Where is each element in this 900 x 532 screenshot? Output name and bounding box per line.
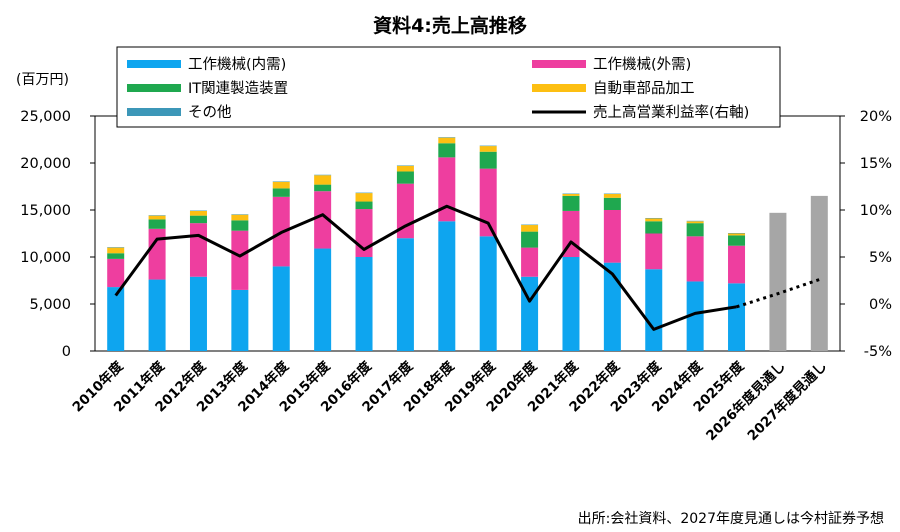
y-axis-unit-label: (百万円) xyxy=(16,72,69,88)
y-tick-label: 5,000 xyxy=(29,297,71,313)
bar-segment-series-0 xyxy=(728,283,746,351)
legend-swatch xyxy=(127,60,181,68)
bar-segment-series-3 xyxy=(396,165,414,172)
left-axis: 0 5,000 10,000 15,000 20,000 25,000 xyxy=(20,109,95,360)
legend-swatch xyxy=(532,60,586,68)
chart-title: 資料4:売上高推移 xyxy=(373,14,527,37)
bar-segment-series-2 xyxy=(728,235,746,246)
bar-segment-series-2 xyxy=(355,201,373,210)
margin-line-forecast xyxy=(736,278,820,309)
legend-label: IT関連製造装置 xyxy=(188,80,288,97)
source-note: 出所:会社資料、2027年度見通しは今村証券予想 xyxy=(578,511,884,527)
bar-segment-series-2 xyxy=(438,143,456,158)
bar-segment-series-1 xyxy=(479,168,497,237)
bar-segment-series-1 xyxy=(189,223,207,277)
bar-segment-series-2 xyxy=(231,220,249,231)
legend-swatch xyxy=(127,84,181,92)
bar-segment-series-3 xyxy=(562,194,580,196)
margin-line-actual xyxy=(114,204,737,331)
bar-segment-series-2 xyxy=(148,219,166,229)
bar-segment-series-0 xyxy=(438,221,456,351)
bar-segment-series-3 xyxy=(686,221,704,224)
bar-segment-series-0 xyxy=(686,281,704,351)
bar-segment-series-2 xyxy=(107,253,125,259)
legend-label: 自動車部品加工 xyxy=(593,80,695,97)
bar-segment-series-0 xyxy=(562,257,580,351)
legend-swatch xyxy=(127,108,181,116)
bar-segment-series-1 xyxy=(231,230,249,290)
bar-segment-series-1 xyxy=(438,157,456,222)
bar-segment-series-2 xyxy=(396,171,414,184)
bar-segment-series-1 xyxy=(645,233,663,270)
bar-segment-series-2 xyxy=(562,195,580,211)
bar-segment-series-1 xyxy=(728,245,746,284)
bar-segment-series-3 xyxy=(645,218,663,222)
y2-tick-label: 15% xyxy=(860,156,892,172)
bar-segment-series-1 xyxy=(603,210,621,263)
bar-segment-series-3 xyxy=(521,225,539,232)
bar-segment-series-3 xyxy=(603,194,621,198)
bar-segment-series-1 xyxy=(314,191,332,249)
bar-segment-series-0 xyxy=(479,236,497,351)
legend-swatch xyxy=(532,84,586,92)
y2-tick-label: 20% xyxy=(860,109,892,125)
bar-segment-series-3 xyxy=(231,214,249,221)
y2-tick-label: 5% xyxy=(869,250,892,266)
bar-segment-series-1 xyxy=(686,236,704,282)
legend-label: 工作機械(外需) xyxy=(593,56,691,73)
bar-segment-series-2 xyxy=(645,221,663,234)
bar-segment-series-3 xyxy=(107,247,125,254)
bar-segment-series-2 xyxy=(686,223,704,237)
y2-tick-label: -5% xyxy=(864,344,892,360)
right-axis: -5% 0% 5% 10% 15% 20% xyxy=(840,109,892,360)
bar-segment-series-3 xyxy=(728,233,746,236)
y-tick-label: 20,000 xyxy=(20,156,71,172)
forecast-bar xyxy=(810,195,828,351)
y2-tick-label: 10% xyxy=(860,203,892,219)
y-tick-label: 15,000 xyxy=(20,203,71,219)
bar-segment-series-0 xyxy=(272,266,290,351)
legend-label: その他 xyxy=(188,104,232,121)
bar-segment-series-3 xyxy=(438,137,456,144)
bar-segment-series-3 xyxy=(148,215,166,220)
bar-segment-series-0 xyxy=(189,276,207,351)
bar-segment-series-1 xyxy=(148,228,166,280)
bar-segment-series-3 xyxy=(272,181,290,189)
bar-series-group xyxy=(107,137,828,351)
y-tick-label: 0 xyxy=(62,344,71,360)
y-tick-label: 25,000 xyxy=(20,109,71,125)
bar-segment-series-1 xyxy=(521,247,539,277)
bar-segment-series-0 xyxy=(107,287,125,351)
bar-segment-series-3 xyxy=(314,175,332,185)
forecast-bar xyxy=(769,212,787,351)
bar-segment-series-0 xyxy=(231,289,249,351)
bar-segment-series-0 xyxy=(148,279,166,351)
bar-segment-series-3 xyxy=(189,210,207,216)
margin-line-group xyxy=(114,204,820,331)
bar-segment-series-2 xyxy=(479,151,497,169)
bar-segment-series-3 xyxy=(355,193,373,202)
legend-label: 売上高営業利益率(右軸) xyxy=(593,104,749,121)
bar-segment-series-2 xyxy=(521,231,539,248)
y2-tick-label: 0% xyxy=(869,297,892,313)
bar-segment-series-0 xyxy=(314,248,332,351)
bar-segment-series-2 xyxy=(272,188,290,197)
bar-segment-series-0 xyxy=(603,262,621,351)
bar-segment-series-1 xyxy=(107,258,125,288)
legend-label: 工作機械(内需) xyxy=(188,56,286,73)
y-tick-label: 10,000 xyxy=(20,250,71,266)
legend-frame xyxy=(116,46,781,128)
bar-segment-series-2 xyxy=(314,184,332,192)
bar-segment-series-0 xyxy=(645,269,663,351)
bar-segment-series-0 xyxy=(355,257,373,351)
bar-segment-series-2 xyxy=(603,197,621,210)
category-axis: 2010年度2011年度2012年度2013年度2014年度2015年度2016… xyxy=(69,357,830,444)
bar-segment-series-0 xyxy=(396,238,414,351)
bar-segment-series-3 xyxy=(479,146,497,152)
bar-segment-series-2 xyxy=(189,215,207,224)
